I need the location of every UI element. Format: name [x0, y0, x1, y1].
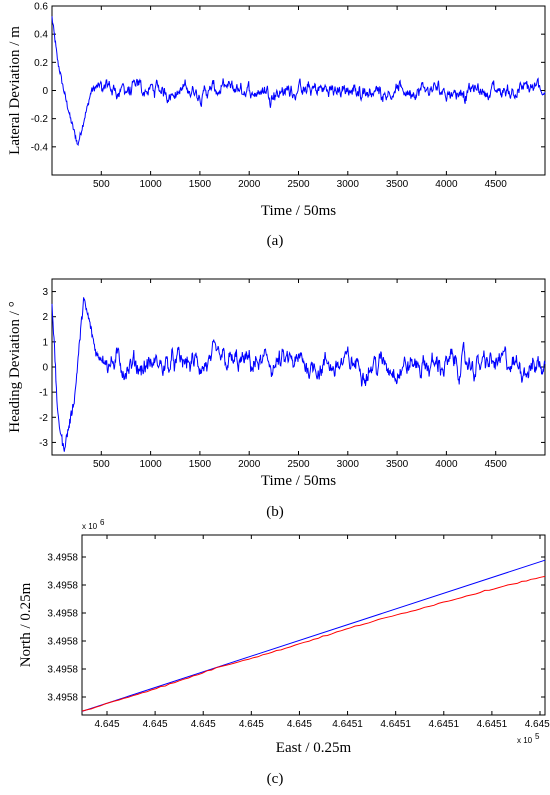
x-tick-label: 1500 — [189, 459, 212, 470]
panel-caption: (c) — [267, 771, 284, 787]
x-tick-label: 4500 — [485, 459, 508, 470]
y-tick-label: -0.2 — [31, 114, 49, 125]
panel-caption: (b) — [266, 504, 284, 520]
y-tick-label: 3 — [42, 287, 48, 298]
x-tick-label: 4000 — [435, 179, 458, 190]
y-multiplier: x 10 — [82, 522, 98, 531]
plot-frame — [51, 278, 546, 456]
y-tick-label: 3.4958 — [47, 609, 78, 620]
x-tick-label: 1500 — [189, 179, 212, 190]
x-tick-label: 4.6451 — [380, 719, 411, 730]
x-tick-label: 2500 — [287, 459, 310, 470]
x-tick-label: 4.6451 — [428, 719, 459, 730]
y-axis-label: Lateral Deviation / m — [7, 26, 23, 155]
x-tick-label: 4.6451 — [525, 719, 550, 730]
y-tick-label: 0 — [42, 363, 48, 374]
y-axis-label: North / 0.25m — [18, 582, 34, 667]
x-axis-label: Time / 50ms — [261, 203, 336, 219]
x-tick-label: 4000 — [435, 459, 458, 470]
x-exponent: 5 — [535, 732, 540, 741]
y-tick-label: 3.4958 — [47, 693, 78, 704]
chart-panel-1: 500 1000 1500 2000 2500 3000 3500 4000 4500 0.6 0.… — [7, 2, 546, 249]
series-line — [51, 16, 546, 147]
y-tick-label: -2 — [39, 413, 48, 424]
series-line — [81, 575, 546, 712]
y-tick-label: -1 — [39, 388, 48, 399]
y-tick-label: -3 — [39, 438, 48, 449]
x-tick-label: 2000 — [238, 179, 261, 190]
x-tick-label: 4.645 — [287, 719, 312, 730]
x-tick-label: 1000 — [139, 459, 162, 470]
x-tick-label: 4500 — [485, 179, 508, 190]
series-line — [51, 297, 546, 452]
x-tick-label: 1000 — [139, 179, 162, 190]
x-axis-label: East / 0.25m — [276, 740, 352, 756]
x-tick-label: 3500 — [386, 459, 409, 470]
chart-panel-2: 500 1000 1500 2000 2500 3000 3500 4000 4500 3 2 1 0 -… — [7, 278, 546, 520]
x-tick-label: 2500 — [287, 179, 310, 190]
y-tick-label: 3.4958 — [47, 581, 78, 592]
chart-panel-3: 4.645 4.645 4.645 4.645 4.645 4.6451 4.6451 4.6… — [18, 518, 550, 787]
x-tick-label: 3000 — [337, 459, 360, 470]
y-tick-label: 1 — [42, 337, 48, 348]
y-tick-label: 0.2 — [34, 58, 48, 69]
x-multiplier: x 10 — [517, 736, 533, 745]
y-axis-label: Heading Deviation / ° — [7, 301, 23, 432]
y-tick-label: 0 — [42, 86, 48, 97]
x-tick-label: 4.645 — [143, 719, 168, 730]
x-tick-label: 3000 — [337, 179, 360, 190]
panel-caption: (a) — [267, 233, 284, 249]
y-tick-label: 0.6 — [34, 2, 48, 13]
y-tick-label: 2 — [42, 312, 48, 323]
x-axis-label: Time / 50ms — [261, 473, 336, 489]
x-tick-label: 4.645 — [239, 719, 264, 730]
x-tick-label: 500 — [93, 459, 110, 470]
y-tick-label: 3.4958 — [47, 553, 78, 564]
y-tick-label: 0.4 — [34, 30, 48, 41]
x-tick-label: 2000 — [238, 459, 261, 470]
series-line — [81, 559, 546, 712]
x-tick-label: 4.645 — [94, 719, 119, 730]
y-tick-label: -0.4 — [31, 142, 49, 153]
x-tick-label: 4.6451 — [332, 719, 363, 730]
x-tick-label: 500 — [93, 179, 110, 190]
x-tick-label: 4.6451 — [477, 719, 508, 730]
x-tick-label: 4.645 — [191, 719, 216, 730]
y-tick-label: 3.4958 — [47, 637, 78, 648]
x-tick-label: 3500 — [386, 179, 409, 190]
y-exponent: 6 — [100, 518, 105, 527]
y-tick-label: 3.4958 — [47, 665, 78, 676]
plot-frame — [81, 534, 546, 716]
